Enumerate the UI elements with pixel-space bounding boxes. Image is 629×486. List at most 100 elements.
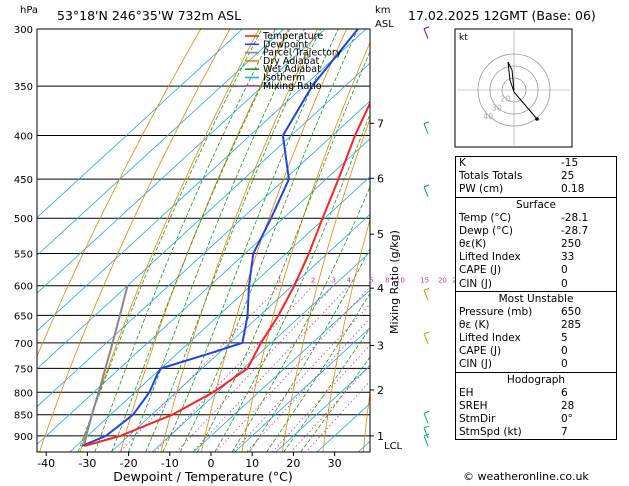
hodograph-section: Hodograph EH 6 SREH 28 StmDir 0° StmSpd (kt) 7 (456, 371, 616, 440)
isotherm-line (37, 29, 284, 256)
wind-barb-flag (423, 287, 430, 291)
temperature-tick-label: 0 (208, 457, 215, 470)
wet-adiabat-line (300, 356, 370, 452)
surface-label: Dewp (°C) (459, 224, 513, 237)
height-tick-label: 7 (377, 117, 384, 130)
hodograph-stat-label: SREH (459, 399, 488, 412)
surface-section: Surface Temp (°C) -28.1 Dewp (°C) -28.7 θε(K… (456, 196, 616, 291)
index-label: Totals Totals (459, 170, 523, 183)
wind-barb (423, 435, 429, 447)
isotherm-line (37, 138, 370, 445)
location-title: 53°18'N 246°35'W 732m ASL (57, 8, 241, 23)
pressure-tick-label: 600 (14, 282, 33, 293)
dewpoint-line (81, 29, 359, 447)
mixing-ratio-line (176, 285, 334, 452)
hodograph-stat-label: EH (459, 386, 474, 399)
pressure-tick-label: 800 (14, 388, 33, 399)
credit: © weatheronline.co.uk (463, 470, 589, 483)
mixing-ratio-labels: 12346810152025 (277, 277, 461, 285)
hodograph-unit: kt (459, 33, 468, 43)
surface-title: Surface (515, 198, 556, 211)
dry-adiabat-line (201, 29, 348, 452)
most-unstable-row: Lifted Index 5 (456, 332, 616, 345)
surface-label: CIN (J) (459, 277, 492, 290)
most-unstable-label: CAPE (J) (459, 345, 502, 358)
storm-motion-point (535, 117, 539, 121)
isotherm-line (275, 365, 370, 452)
most-unstable-label: CIN (J) (459, 358, 492, 371)
wind-barb (423, 413, 429, 424)
isotherm-line (37, 100, 370, 408)
pressure-tick-label: 300 (14, 25, 33, 36)
mixing-ratio-label: 3 (331, 277, 335, 285)
most-unstable-value: 0 (561, 345, 568, 358)
surface-label: θε(K) (459, 237, 487, 250)
wet-adiabat-line (231, 185, 370, 452)
mixing-ratio-label: 8 (385, 277, 389, 285)
wind-barb (423, 427, 429, 439)
hodograph-stat-label: StmSpd (kt) (459, 426, 522, 439)
pressure-tick-label: 900 (14, 432, 33, 443)
km-unit-label: km (375, 5, 391, 16)
isotherm-line (193, 289, 370, 452)
height-tick-label: 5 (377, 228, 384, 241)
temperature-tick-label: -20 (120, 457, 138, 470)
wind-barb-flag (423, 331, 430, 335)
legend-entry: Dry Adiabat (263, 56, 320, 67)
most-unstable-title: Most Unstable (498, 292, 574, 305)
most-unstable-label: Pressure (mb) (459, 305, 533, 318)
surface-label: Temp (°C) (459, 211, 512, 224)
most-unstable-row: Pressure (mb) 650 (456, 306, 616, 319)
most-unstable-label: Lifted Index (459, 332, 521, 345)
mixing-ratio-label: 2 (311, 277, 315, 285)
surface-value: 33 (561, 251, 575, 264)
surface-value: -28.1 (561, 211, 589, 224)
most-unstable-row: CAPE (J) 0 (456, 345, 616, 358)
wind-barb-flag (423, 433, 430, 437)
wet-adiabat-line (162, 29, 339, 452)
isotherm-line (37, 29, 367, 332)
mixing-ratio-line (215, 286, 370, 452)
dry-adiabat-line (282, 117, 370, 452)
surface-row: Lifted Index 33 (456, 251, 616, 264)
index-value: 25 (561, 170, 575, 183)
pressure-tick-label: 500 (14, 214, 33, 225)
wind-barb (423, 186, 429, 198)
wind-barb-flag (423, 121, 430, 125)
dry-adiabat-line (39, 29, 231, 452)
temperature-tick-label: -10 (161, 457, 179, 470)
height-tick-label: 4 (377, 282, 384, 295)
temperature-tick-label: 10 (245, 457, 259, 470)
pressure-tick-label: 700 (14, 339, 33, 350)
isotherm-line (69, 176, 370, 452)
storm-motion-line (513, 91, 538, 120)
index-row: Totals Totals 25 (456, 170, 616, 183)
index-value: -15 (561, 157, 579, 169)
mixing-ratio-label: 4 (347, 277, 352, 285)
temperature-line (83, 100, 370, 447)
hodograph-ring-label: 20 (500, 95, 510, 104)
isotherm-line (37, 29, 243, 219)
dry-adiabat-line (322, 218, 370, 452)
wet-adiabat-line (94, 29, 276, 452)
mixing-ratio-line (305, 380, 370, 452)
pressure-tick-label: 550 (14, 249, 33, 260)
dry-adiabat-line (241, 41, 370, 452)
surface-row: CAPE (J) 0 (456, 264, 616, 277)
wind-barb (423, 123, 429, 134)
temperature-tick-label: -30 (78, 457, 96, 470)
wind-barb-flag (423, 410, 430, 414)
wind-barb (423, 28, 429, 39)
hodograph-stat-value: 6 (561, 386, 568, 399)
axes: 300350400450500550600650700750800850900-… (14, 25, 403, 470)
mixing-ratio-line (290, 364, 370, 452)
legend-entry: Isotherm (263, 73, 305, 84)
wind-barb-flag (423, 184, 430, 188)
surface-value: 250 (561, 237, 582, 250)
temperature-tick-label: 20 (286, 457, 300, 470)
most-unstable-label: θε (K) (459, 318, 490, 331)
datetime-title: 17.02.2025 12GMT (Base: 06) (408, 8, 596, 23)
legend-entry: Temperature (262, 31, 323, 42)
